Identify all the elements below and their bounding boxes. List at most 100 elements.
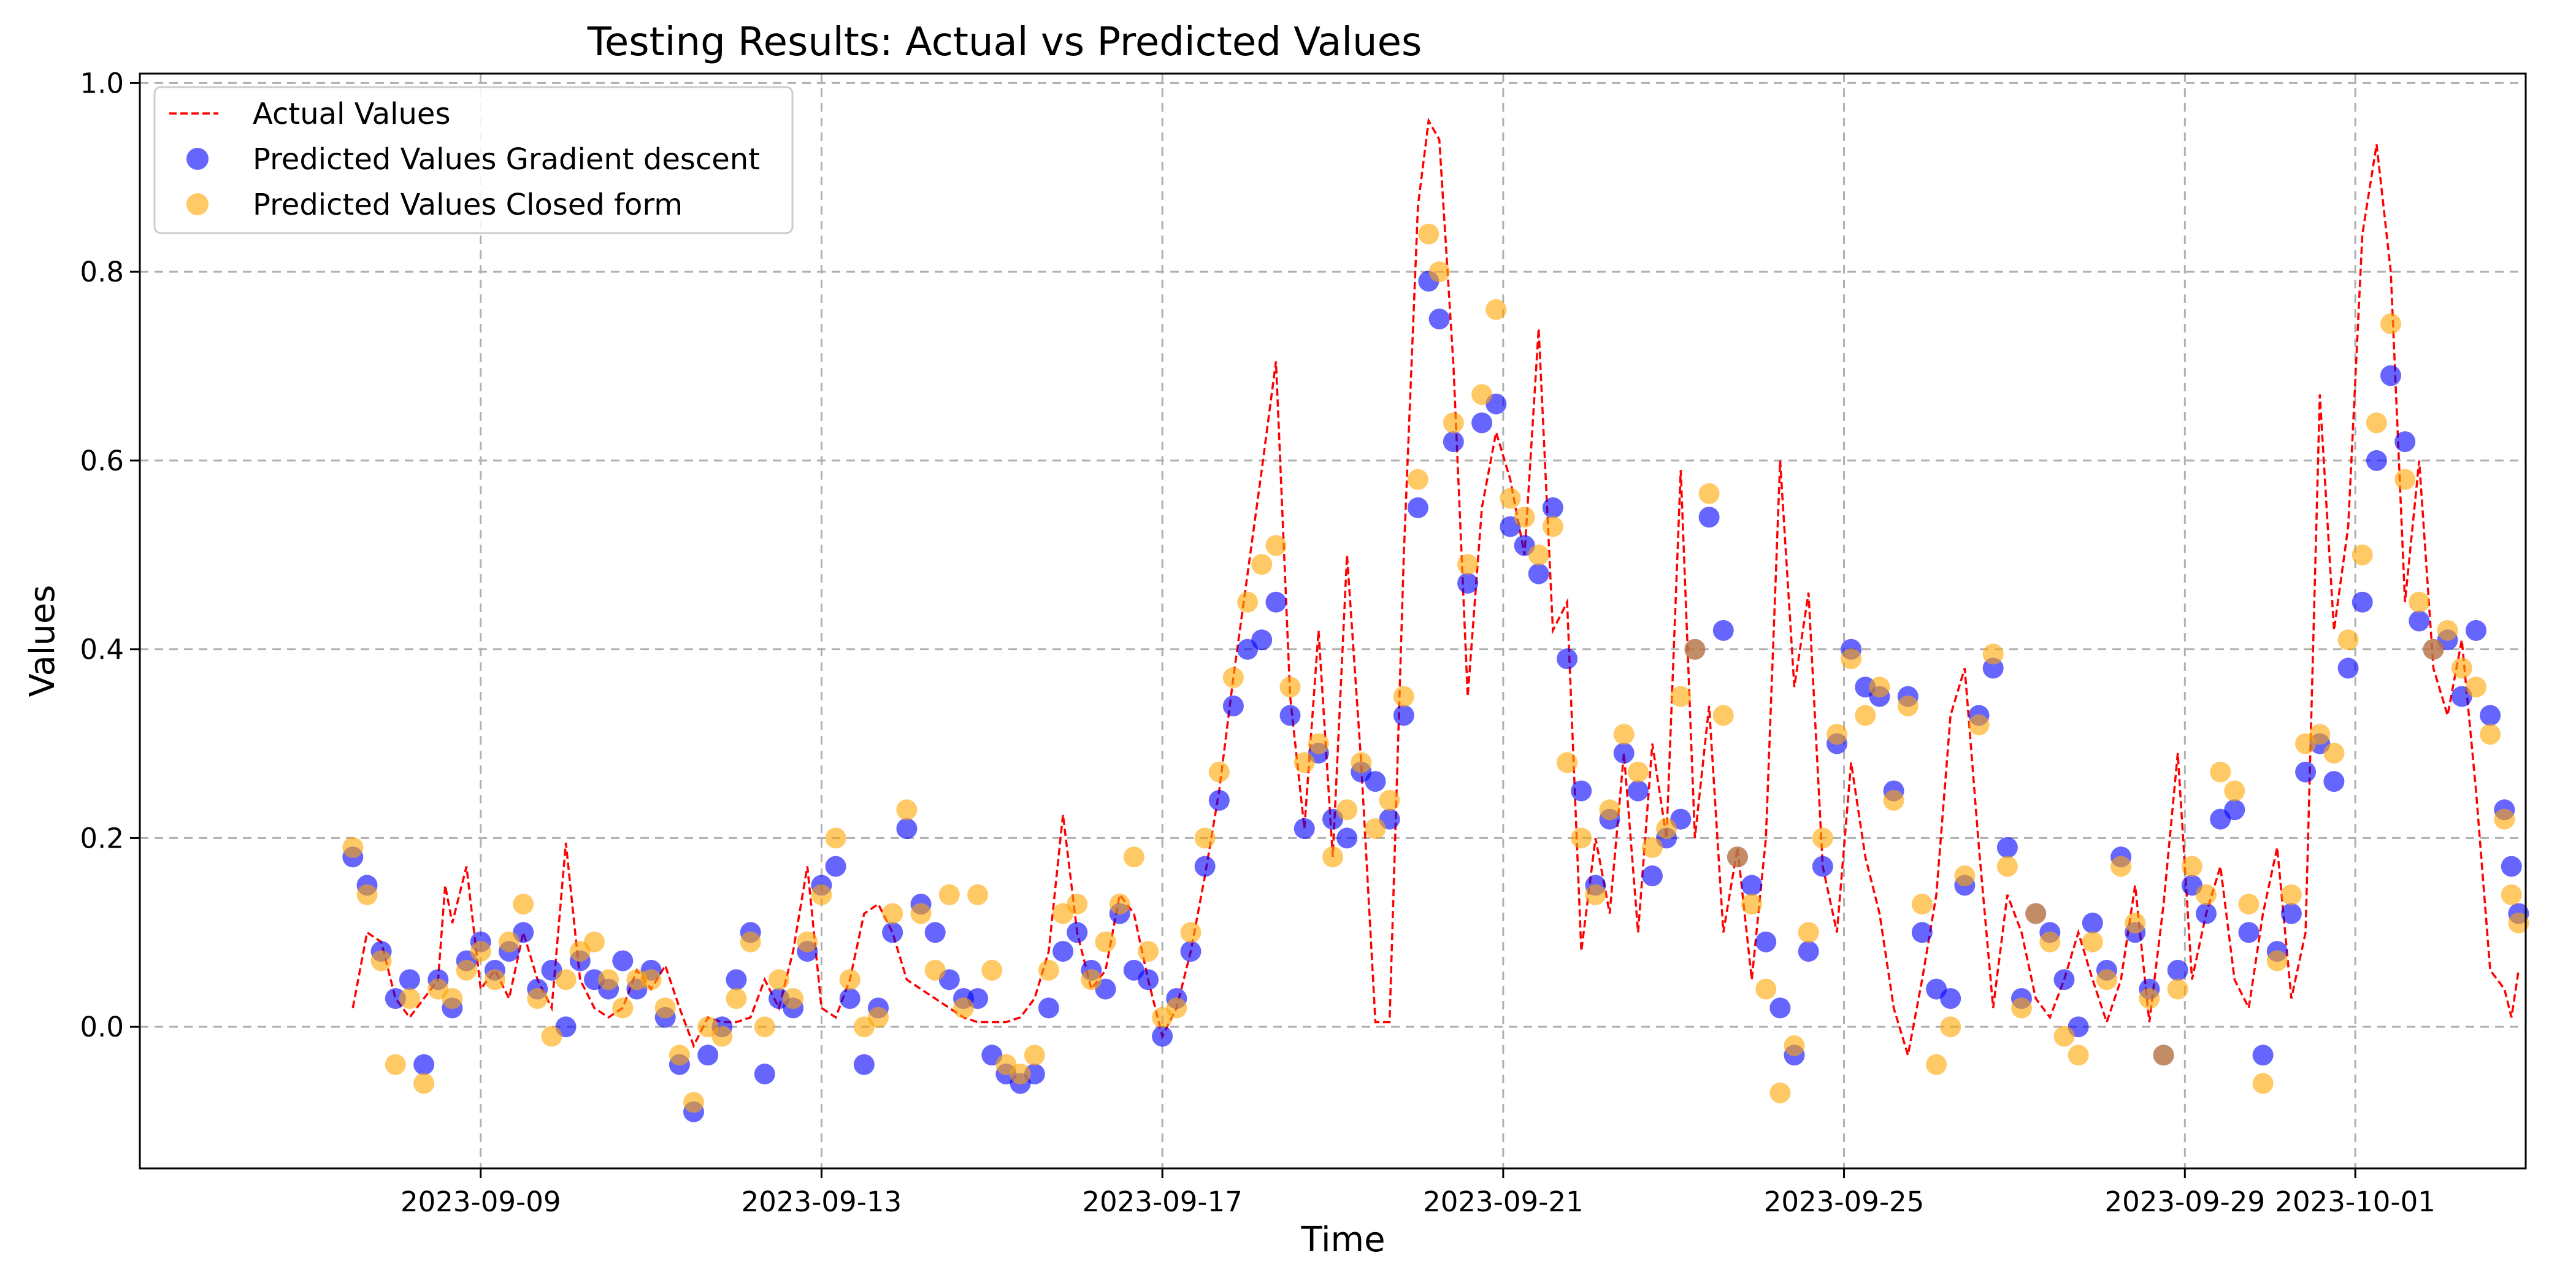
point-gradient-138 <box>2295 761 2317 783</box>
point-gradient-101 <box>1769 997 1791 1019</box>
point-gradient-86 <box>1557 648 1578 670</box>
point-gradient-123 <box>2082 912 2103 933</box>
point-closed-149 <box>2451 657 2472 679</box>
point-closed-98 <box>1727 846 1748 868</box>
point-gradient-29 <box>754 1064 775 1085</box>
point-gradient-75 <box>1407 497 1428 518</box>
point-gradient-67 <box>1294 818 1315 839</box>
point-closed-73 <box>1379 789 1400 811</box>
point-closed-96 <box>1698 483 1720 504</box>
point-closed-14 <box>541 1025 562 1047</box>
point-gradient-60 <box>1194 856 1216 877</box>
point-closed-79 <box>1457 554 1478 575</box>
point-gradient-90 <box>1613 742 1635 764</box>
point-closed-122 <box>2068 1045 2089 1066</box>
point-closed-12 <box>513 894 534 915</box>
point-closed-101 <box>1769 1082 1791 1103</box>
point-gradient-144 <box>2380 365 2401 386</box>
point-gradient-146 <box>2409 610 2430 632</box>
point-gradient-134 <box>2238 922 2260 943</box>
point-closed-26 <box>711 1025 733 1047</box>
point-closed-129 <box>2167 978 2188 1000</box>
point-gradient-153 <box>2501 856 2522 877</box>
point-closed-45 <box>981 959 1003 981</box>
point-gradient-80 <box>1471 412 1493 434</box>
point-closed-5 <box>413 1073 435 1094</box>
point-gradient-133 <box>2224 799 2245 821</box>
point-closed-59 <box>1180 922 1202 943</box>
chart-title: Testing Results: Actual vs Predicted Val… <box>587 20 1422 65</box>
point-gradient-150 <box>2466 619 2486 641</box>
point-closed-117 <box>1996 856 2018 877</box>
point-closed-126 <box>2125 912 2146 933</box>
y-tick-label-0: 0.0 <box>80 1011 124 1043</box>
point-gradient-62 <box>1222 696 1244 716</box>
point-gradient-39 <box>896 818 918 839</box>
point-gradient-151 <box>2480 705 2501 726</box>
point-closed-152 <box>2494 808 2515 830</box>
point-gradient-41 <box>924 922 946 943</box>
point-closed-133 <box>2224 780 2245 802</box>
point-gradient-92 <box>1642 865 1663 886</box>
point-closed-123 <box>2082 931 2103 953</box>
point-closed-103 <box>1798 922 1819 943</box>
point-closed-97 <box>1712 705 1734 726</box>
point-closed-110 <box>1897 696 1919 716</box>
point-closed-41 <box>924 959 946 981</box>
point-closed-23 <box>669 1045 690 1066</box>
point-closed-64 <box>1251 554 1273 575</box>
point-closed-141 <box>2337 629 2359 651</box>
legend-label-closed: Predicted Values Closed form <box>253 188 683 222</box>
point-gradient-4 <box>399 969 420 991</box>
point-closed-52 <box>1081 969 1102 991</box>
point-closed-62 <box>1222 667 1244 688</box>
point-closed-35 <box>839 969 861 991</box>
point-closed-94 <box>1670 686 1692 707</box>
point-closed-4 <box>399 988 420 1009</box>
point-closed-32 <box>797 931 818 953</box>
point-gradient-72 <box>1365 771 1386 792</box>
point-closed-151 <box>2480 724 2501 745</box>
point-closed-104 <box>1812 827 1833 849</box>
point-gradient-131 <box>2196 903 2217 924</box>
x-tick-label-0: 2023-09-09 <box>401 1186 561 1218</box>
point-closed-8 <box>456 959 477 981</box>
point-closed-109 <box>1883 789 1904 811</box>
point-gradient-56 <box>1138 969 1159 991</box>
point-gradient-129 <box>2167 959 2188 981</box>
point-closed-21 <box>640 969 662 991</box>
point-closed-56 <box>1138 941 1159 962</box>
point-gradient-97 <box>1712 619 1734 641</box>
x-tick-label-1: 2023-09-13 <box>742 1186 902 1218</box>
point-closed-30 <box>769 969 789 991</box>
point-gradient-142 <box>2352 591 2373 613</box>
point-closed-70 <box>1336 799 1358 821</box>
point-gradient-145 <box>2394 431 2416 453</box>
point-closed-135 <box>2252 1073 2274 1094</box>
point-closed-150 <box>2466 677 2486 698</box>
point-gradient-38 <box>882 922 903 943</box>
series-layer <box>342 117 2529 1122</box>
point-closed-99 <box>1741 894 1763 915</box>
y-tick-label-2: 0.4 <box>80 634 124 666</box>
point-closed-93 <box>1656 818 1677 839</box>
point-closed-18 <box>598 969 619 991</box>
point-closed-145 <box>2394 469 2416 490</box>
point-closed-114 <box>1954 865 1976 886</box>
point-closed-39 <box>896 799 918 821</box>
point-gradient-117 <box>1996 837 2018 858</box>
point-closed-66 <box>1279 677 1301 698</box>
point-closed-42 <box>938 884 960 905</box>
point-gradient-96 <box>1698 507 1720 528</box>
point-gradient-64 <box>1251 629 1273 651</box>
y-tick-label-5: 1.0 <box>80 67 124 99</box>
point-gradient-91 <box>1627 780 1649 802</box>
point-closed-2 <box>370 950 392 972</box>
point-gradient-34 <box>825 856 846 877</box>
point-closed-80 <box>1471 384 1493 405</box>
point-closed-11 <box>499 931 519 953</box>
point-gradient-78 <box>1443 431 1464 453</box>
x-axis: 2023-09-09 2023-09-13 2023-09-17 2023-09-21… <box>401 1168 2436 1218</box>
point-gradient-49 <box>1038 997 1059 1019</box>
point-gradient-140 <box>2323 771 2345 792</box>
